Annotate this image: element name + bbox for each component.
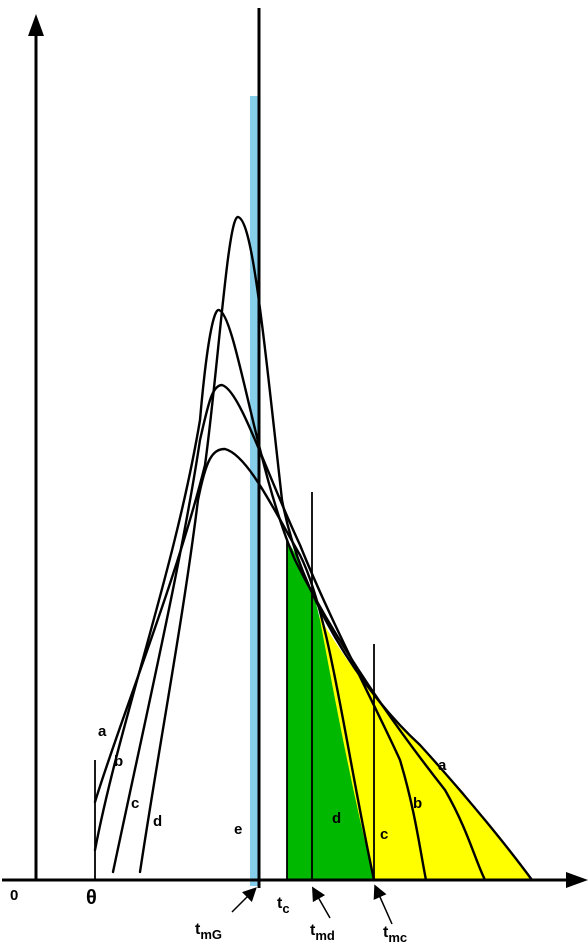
curve-e-label: e — [234, 821, 242, 838]
tmc-label: tmc — [383, 924, 407, 945]
curve-c-label-left: c — [131, 795, 139, 812]
curve-b-label-left: b — [114, 753, 123, 770]
tmG-pointer — [232, 890, 254, 912]
curve-a-label-right: a — [438, 757, 447, 774]
origin-label: 0 — [10, 887, 18, 904]
x-axis-arrowhead — [566, 872, 588, 888]
tc-label: tc — [277, 895, 290, 916]
y-axis-arrowhead — [28, 14, 44, 36]
curve-a-label-left: a — [98, 723, 107, 740]
curve-d-label-right: d — [332, 810, 341, 827]
curve-c-label-right: c — [380, 826, 388, 843]
tmG-label: tmG — [195, 921, 222, 942]
curve-b-label-right: b — [413, 795, 422, 812]
tmc-pointer — [376, 888, 392, 924]
theta-label: θ — [86, 887, 97, 909]
tmd-label: tmd — [310, 922, 335, 943]
curve-d-label-left: d — [153, 813, 162, 830]
tmd-pointer — [314, 890, 330, 918]
